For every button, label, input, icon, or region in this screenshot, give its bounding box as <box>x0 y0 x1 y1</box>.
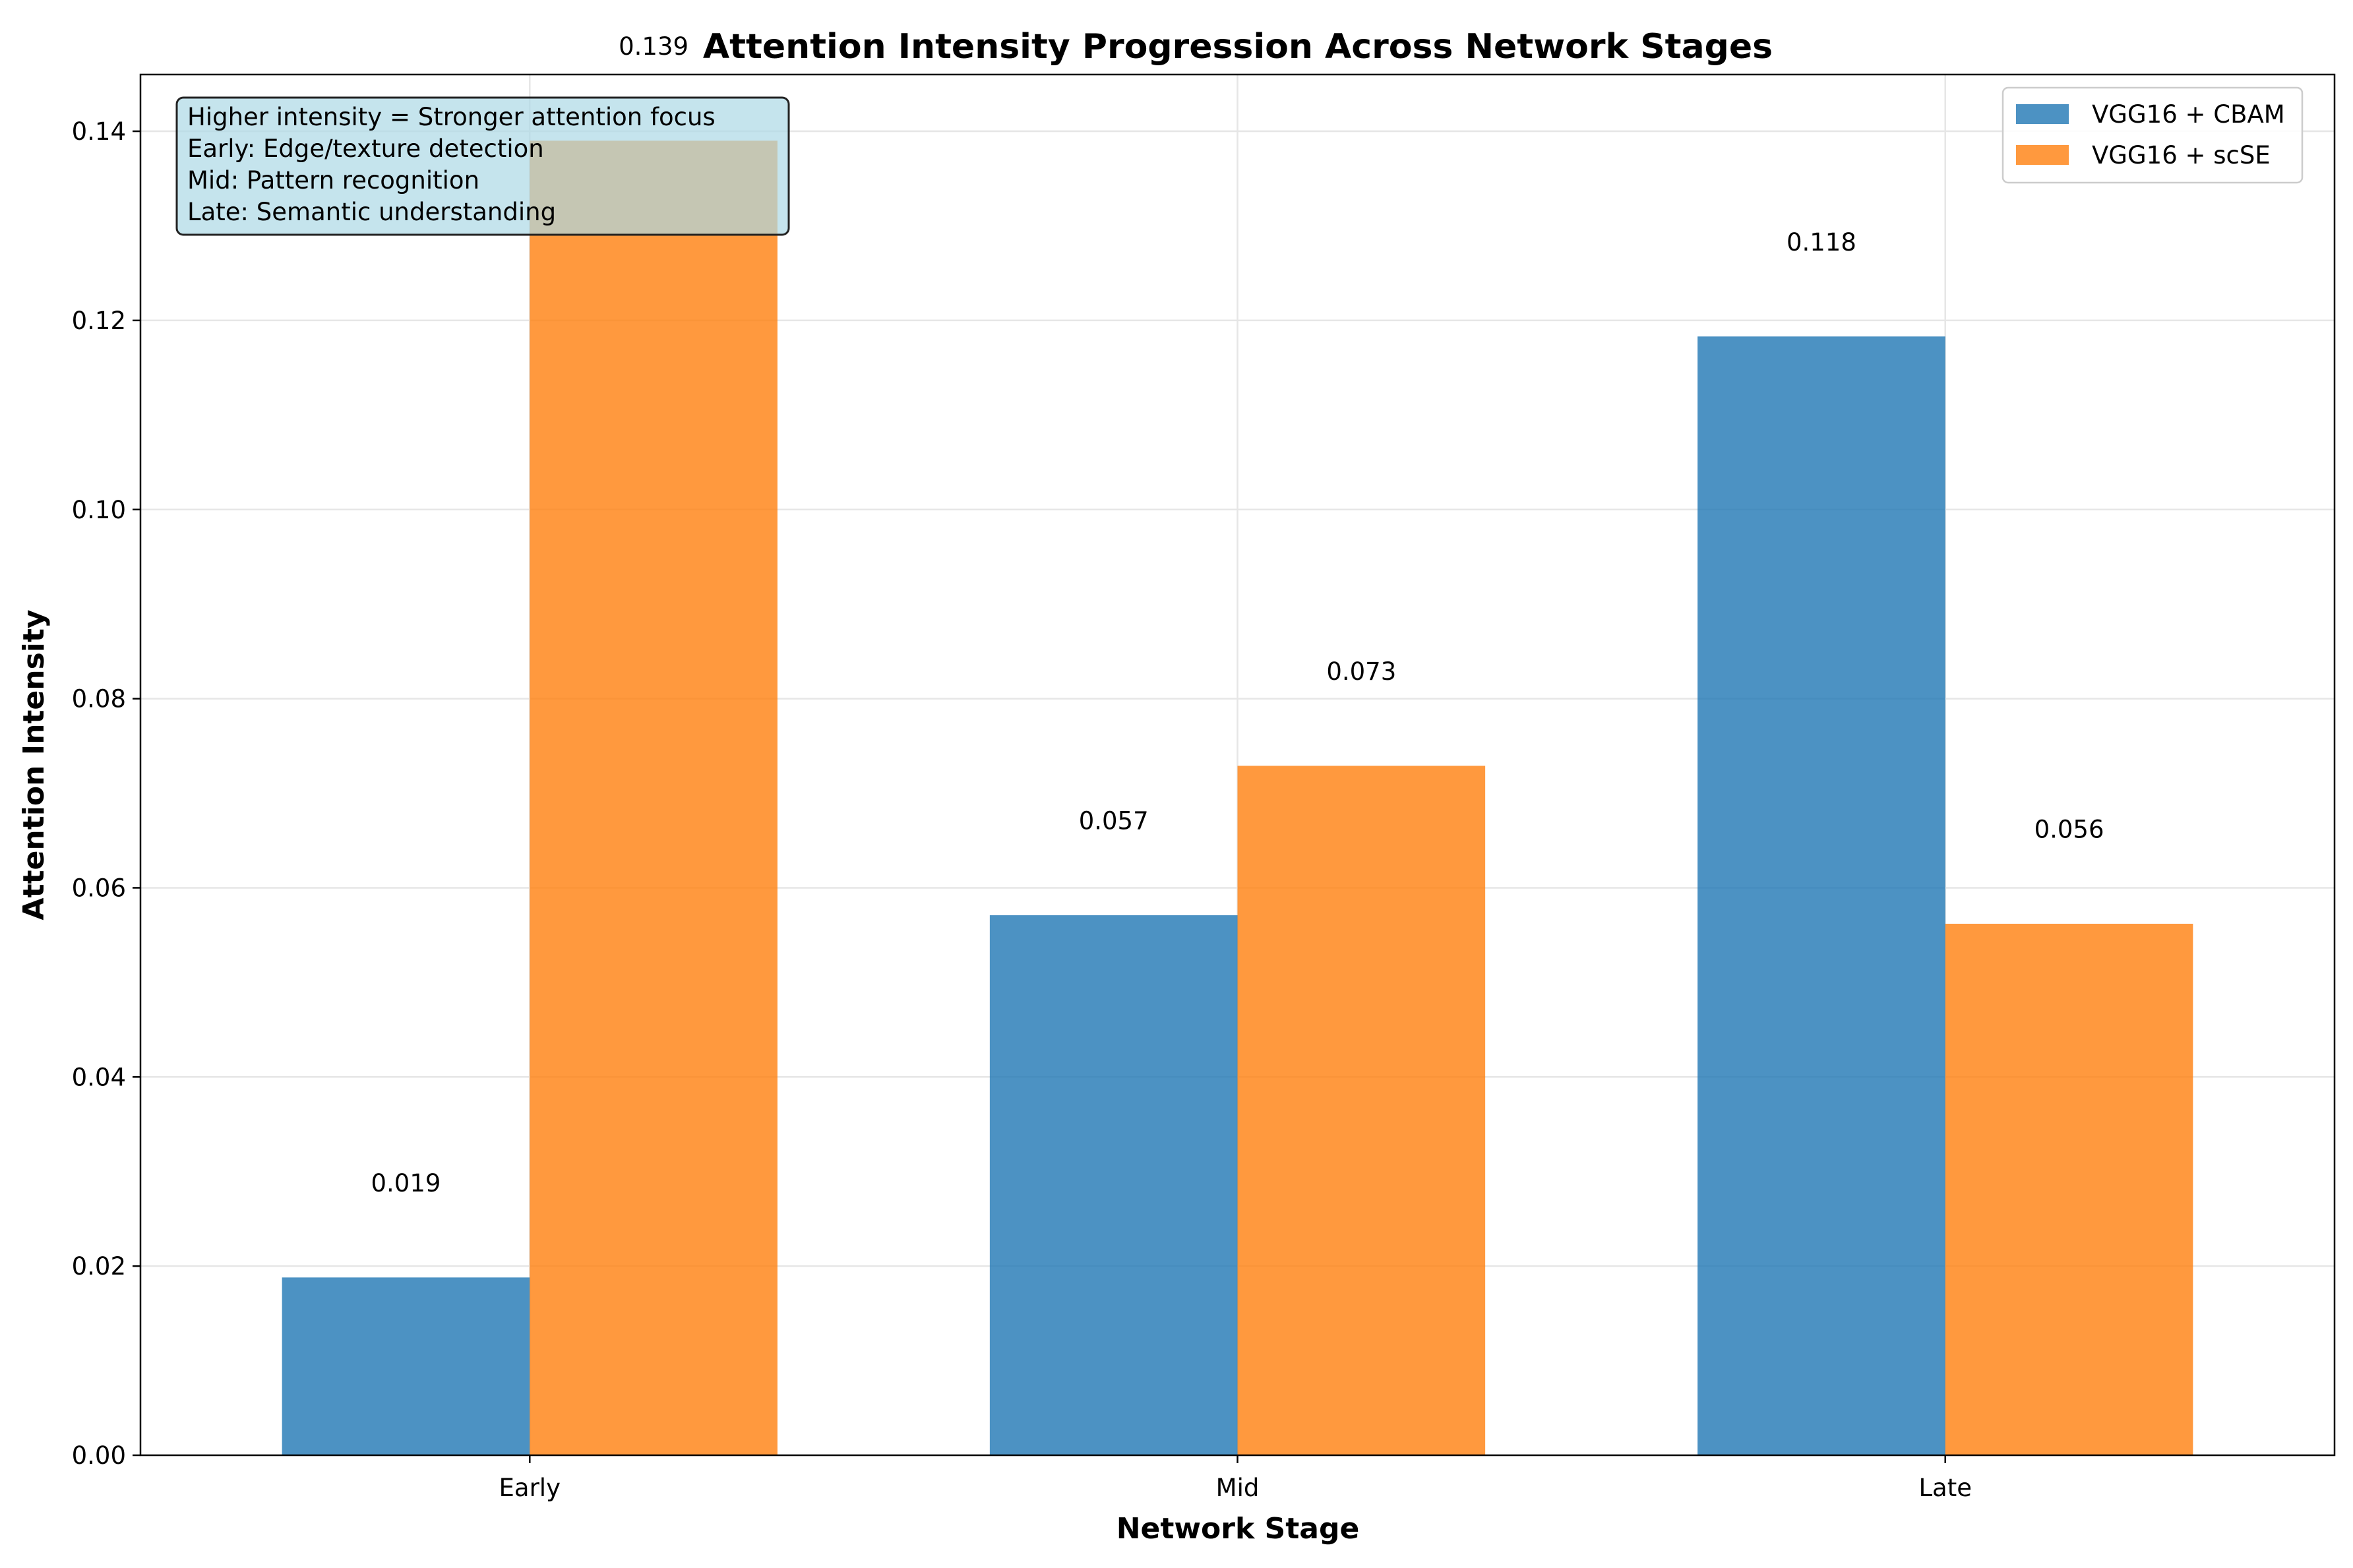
annotation-background <box>175 96 790 236</box>
data-label: 0.057 <box>1079 807 1149 835</box>
bar-cbam-mid <box>989 915 1238 1455</box>
y-axis-label: Attention Intensity <box>17 609 51 920</box>
annotation-line: Higher intensity = Stronger attention fo… <box>187 103 716 131</box>
bar-cbam-late <box>1697 336 1945 1455</box>
axis-ticks: 0.00 0.02 0.04 0.06 0.08 0.10 0.12 0.14 Early Mid… <box>72 117 1972 1502</box>
legend-label-scse: VGG16 + scSE <box>2092 141 2271 169</box>
bar-scse-late <box>1945 923 2193 1455</box>
y-tick-label: 0.02 <box>72 1252 126 1281</box>
x-tick-label: Late <box>1918 1474 1972 1502</box>
x-tick-label: Early <box>499 1474 561 1502</box>
y-tick-label: 0.12 <box>72 307 126 335</box>
legend-frame <box>2002 86 2304 184</box>
data-label: 0.118 <box>1787 228 1856 256</box>
legend: VGG16 + CBAM VGG16 + scSE <box>2002 86 2304 184</box>
bar-cbam-early <box>282 1277 530 1455</box>
bar-scse-mid <box>1237 766 1486 1455</box>
y-tick-label: 0.14 <box>72 117 126 146</box>
legend-swatch-cbam <box>2016 104 2069 124</box>
x-axis-label: Network Stage <box>1116 1512 1360 1546</box>
data-label: 0.056 <box>2034 816 2104 844</box>
chart-title: Attention Intensity Progression Across N… <box>703 27 1773 67</box>
bar-scse-early <box>530 140 778 1456</box>
y-tick-label: 0.04 <box>72 1063 126 1091</box>
annotation-line: Early: Edge/texture detection <box>187 135 544 163</box>
data-label: 0.073 <box>1326 657 1396 686</box>
legend-swatch-scse <box>2016 145 2069 165</box>
annotation-line: Late: Semantic understanding <box>187 198 556 226</box>
y-tick-label: 0.06 <box>72 874 126 902</box>
bars <box>282 140 2193 1456</box>
data-label: 0.139 <box>619 32 688 61</box>
x-tick-label: Mid <box>1216 1474 1260 1502</box>
y-tick-label: 0.00 <box>72 1441 126 1470</box>
y-tick-label: 0.08 <box>72 685 126 713</box>
annotation-line: Mid: Pattern recognition <box>187 166 479 195</box>
data-labels: 0.019 0.057 0.118 0.139 0.073 0.056 <box>371 32 2104 1197</box>
legend-label-cbam: VGG16 + CBAM <box>2092 100 2285 129</box>
annotation-box: Higher intensity = Stronger attention fo… <box>175 96 790 236</box>
y-tick-label: 0.10 <box>72 496 126 524</box>
data-label: 0.019 <box>371 1169 441 1197</box>
